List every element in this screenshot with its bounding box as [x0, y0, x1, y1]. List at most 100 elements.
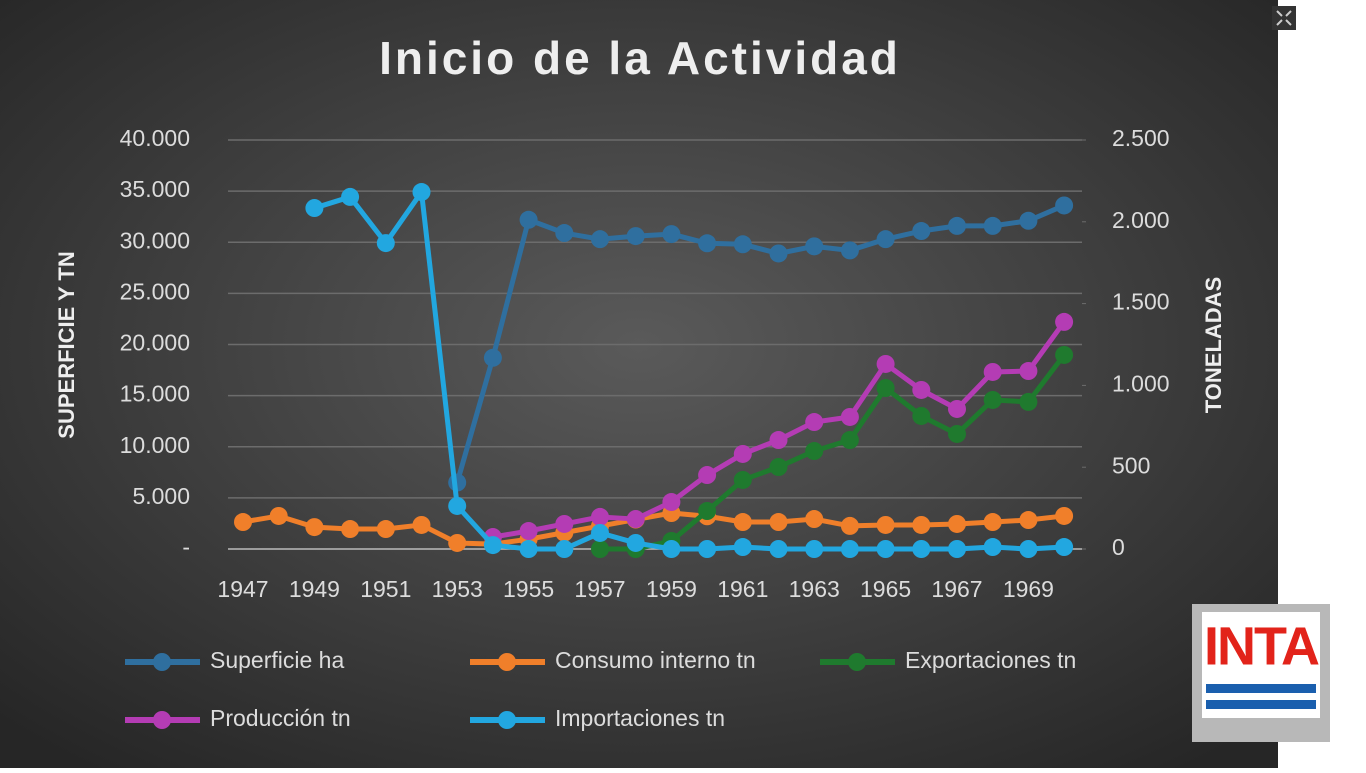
data-point — [698, 466, 717, 485]
data-point — [805, 442, 824, 461]
data-point — [876, 515, 895, 534]
data-point — [305, 199, 324, 218]
data-point — [591, 230, 609, 249]
x-tick-label: 1963 — [789, 576, 840, 602]
data-point — [840, 540, 859, 558]
data-point — [1019, 392, 1038, 411]
data-point — [1055, 312, 1074, 331]
data-point — [769, 431, 788, 450]
data-point — [1019, 511, 1038, 530]
data-point — [733, 538, 752, 557]
chart-title: Inicio de la Actividad — [379, 32, 901, 84]
x-tick-label: 1949 — [289, 576, 340, 602]
data-point — [805, 540, 824, 558]
data-point — [948, 514, 966, 533]
data-point — [983, 216, 1002, 235]
x-tick-label: 1969 — [1003, 576, 1054, 602]
legend-label: Superficie ha — [210, 647, 344, 673]
y2-tick-label: 0 — [1112, 534, 1125, 560]
data-point — [698, 540, 717, 558]
data-point — [769, 244, 788, 263]
data-point — [698, 234, 717, 253]
legend-marker — [153, 711, 171, 729]
data-point — [1055, 196, 1074, 215]
data-point — [948, 424, 966, 443]
data-point — [840, 407, 859, 426]
data-point — [983, 513, 1002, 532]
x-tick-label: 1959 — [646, 576, 697, 602]
y-axis-title: SUPERFICIE Y TN — [54, 251, 79, 438]
y2-tick-label: 1.500 — [1112, 289, 1170, 315]
data-point — [733, 513, 752, 532]
data-point — [840, 431, 859, 450]
y2-tick-label: 500 — [1112, 452, 1150, 478]
data-point — [626, 533, 645, 552]
y-tick-label: 40.000 — [120, 125, 190, 151]
data-point — [626, 510, 645, 529]
data-point — [376, 234, 395, 253]
data-point — [305, 518, 324, 537]
data-point — [412, 515, 431, 534]
data-point — [1055, 506, 1074, 525]
data-point — [876, 230, 895, 249]
expand-icon[interactable] — [1272, 6, 1296, 30]
expand-glyph — [1276, 10, 1292, 26]
y2-axis-title: TONELADAS — [1201, 277, 1226, 414]
chart-background — [0, 0, 1278, 768]
data-point — [483, 348, 502, 367]
logo-stripe — [1206, 700, 1316, 709]
legend-label: Consumo interno tn — [555, 647, 756, 673]
data-point — [840, 516, 859, 535]
data-point — [519, 210, 538, 229]
data-point — [591, 507, 609, 526]
data-point — [912, 540, 931, 558]
x-tick-label: 1953 — [432, 576, 483, 602]
data-point — [1055, 538, 1074, 557]
x-tick-label: 1967 — [931, 576, 982, 602]
data-point — [698, 502, 717, 521]
data-point — [876, 540, 895, 558]
y2-tick-label: 1.000 — [1112, 370, 1170, 396]
y2-tick-label: 2.500 — [1112, 125, 1170, 151]
x-tick-label: 1961 — [717, 576, 768, 602]
data-point — [983, 390, 1002, 409]
data-point — [733, 470, 752, 489]
data-point — [840, 241, 859, 260]
data-point — [983, 362, 1002, 381]
data-point — [912, 515, 931, 534]
y-tick-label: 25.000 — [120, 278, 190, 304]
data-point — [769, 513, 788, 532]
data-point — [234, 513, 252, 532]
logo-stripe — [1206, 684, 1316, 693]
legend-label: Producción tn — [210, 705, 351, 731]
data-point — [805, 237, 824, 256]
legend-marker — [498, 653, 516, 671]
y-tick-label: - — [182, 534, 190, 560]
data-point — [483, 536, 502, 555]
data-point — [912, 380, 931, 399]
data-point — [912, 222, 931, 241]
data-point — [662, 540, 681, 558]
data-point — [733, 235, 752, 254]
data-point — [555, 540, 574, 558]
y-tick-label: 35.000 — [120, 176, 190, 202]
data-point — [662, 493, 681, 512]
data-point — [555, 224, 574, 243]
data-point — [1019, 362, 1038, 381]
data-point — [519, 522, 538, 541]
data-point — [876, 379, 895, 398]
x-tick-label: 1951 — [360, 576, 411, 602]
data-point — [591, 523, 609, 542]
x-tick-label: 1955 — [503, 576, 554, 602]
data-point — [769, 540, 788, 558]
data-point — [1019, 211, 1038, 230]
data-point — [412, 183, 431, 202]
data-point — [341, 187, 360, 206]
legend-marker — [498, 711, 516, 729]
x-tick-label: 1965 — [860, 576, 911, 602]
y2-tick-label: 2.000 — [1112, 207, 1170, 233]
legend-label: Importaciones tn — [555, 705, 725, 731]
y-tick-label: 15.000 — [120, 381, 190, 407]
data-point — [983, 538, 1002, 557]
